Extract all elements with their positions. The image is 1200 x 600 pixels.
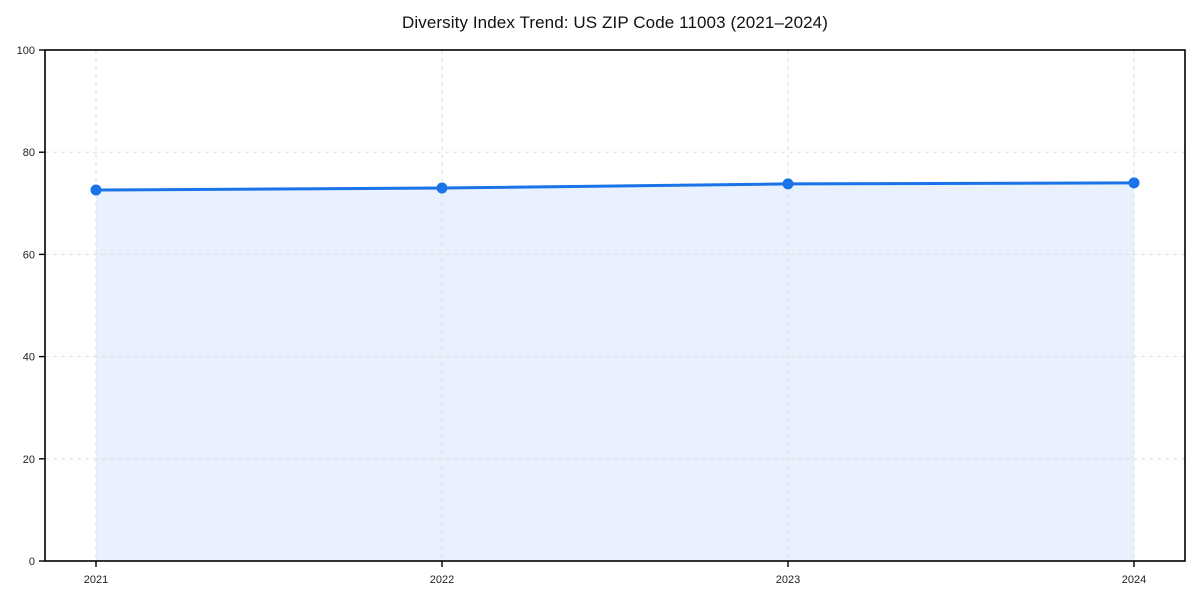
y-tick-label: 40 (23, 352, 35, 364)
data-point-marker (782, 178, 794, 190)
data-point-marker (90, 184, 102, 196)
x-tick-label: 2024 (1122, 574, 1146, 586)
y-tick-label: 20 (23, 454, 35, 466)
y-tick-label: 60 (23, 249, 35, 261)
y-tick-label: 0 (29, 556, 35, 568)
chart-title: Diversity Index Trend: US ZIP Code 11003… (401, 13, 829, 32)
data-point-marker (436, 182, 448, 194)
data-point-marker (1128, 177, 1140, 189)
trend-line (94, 181, 1136, 192)
plot-border (44, 49, 1186, 562)
x-tick-label: 2022 (430, 574, 454, 586)
area-fill (96, 182, 1134, 561)
x-tick-label: 2023 (776, 574, 800, 586)
x-tick-label: 2021 (84, 574, 108, 586)
y-tick-label: 80 (23, 147, 35, 159)
y-tick-label: 100 (17, 45, 35, 57)
